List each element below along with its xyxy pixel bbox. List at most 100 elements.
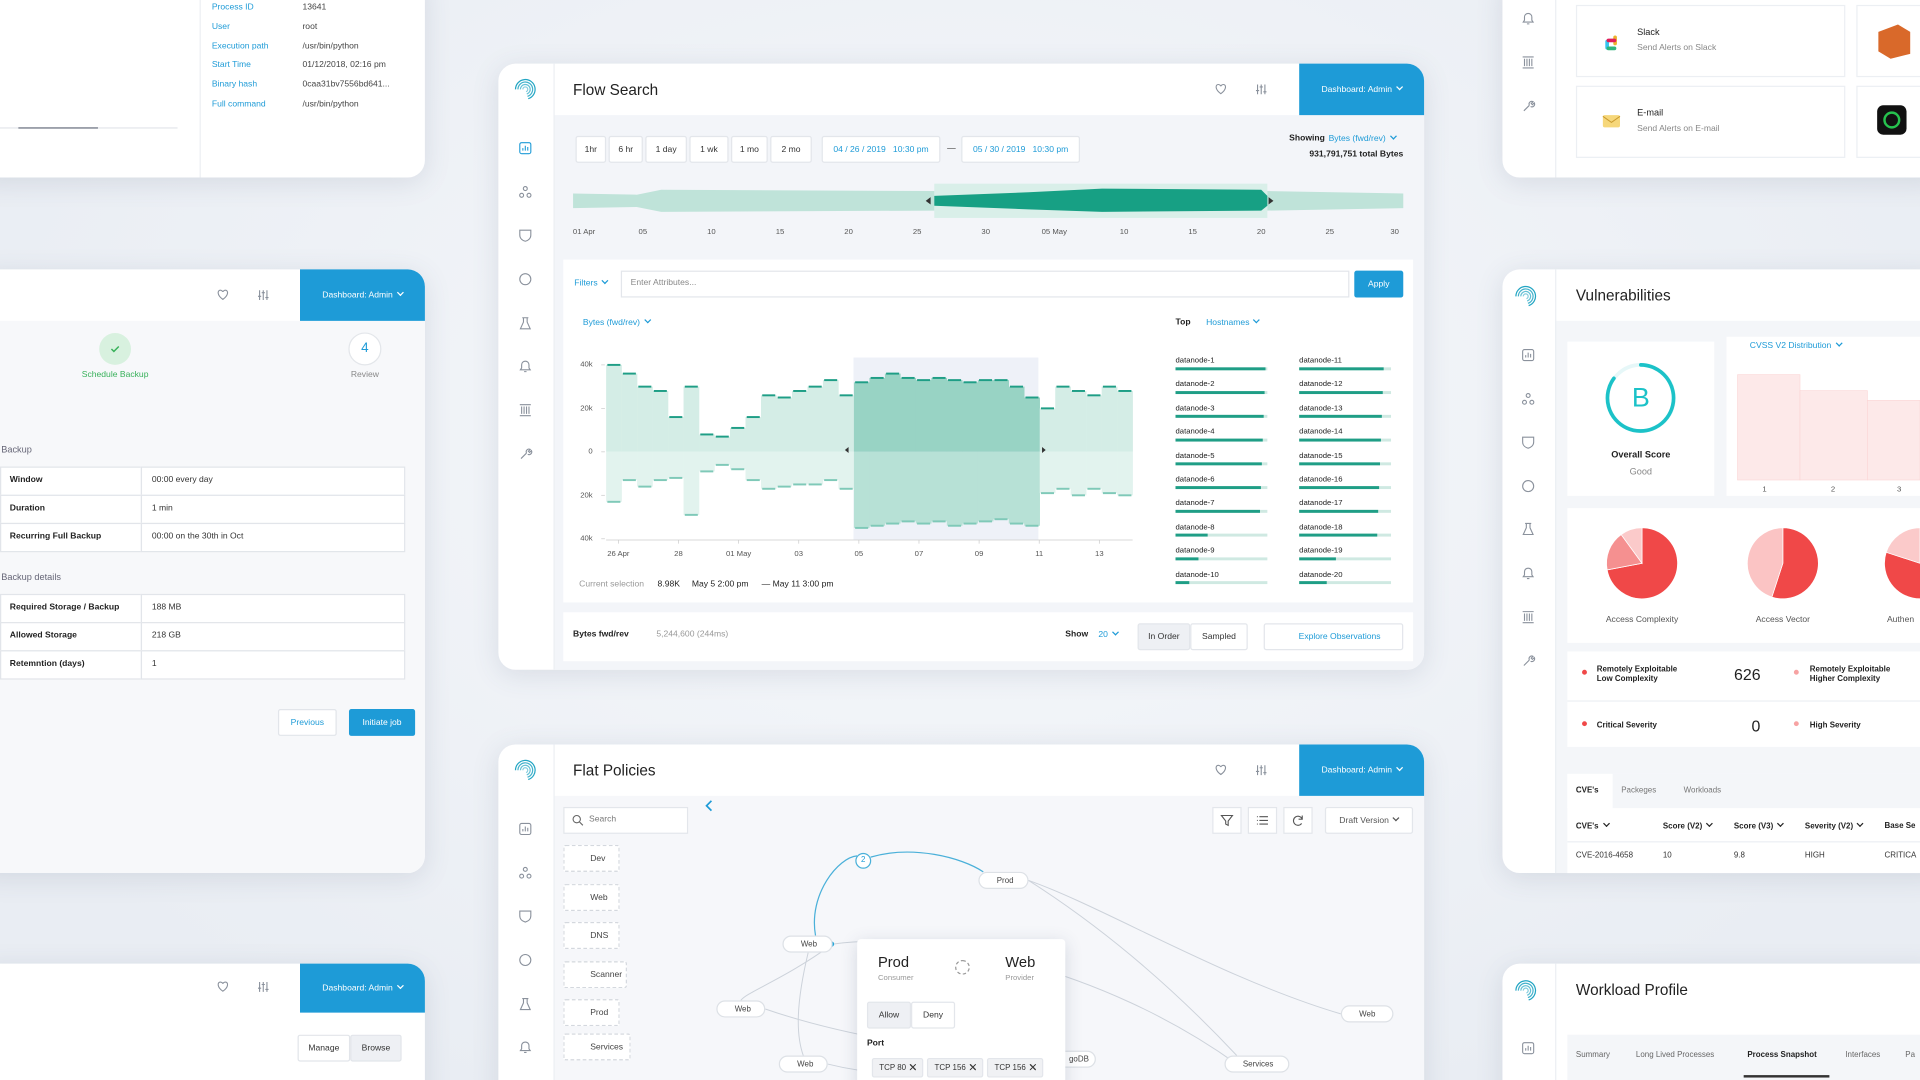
host-bar xyxy=(1175,533,1208,537)
score-label: Overall Score xyxy=(1611,448,1671,460)
severity-dot xyxy=(1793,721,1799,727)
y-tick-label: 20k xyxy=(580,403,593,413)
email-logo xyxy=(1602,115,1620,128)
icon-part xyxy=(572,814,581,824)
icon-part xyxy=(217,981,229,992)
icon-nodes xyxy=(519,186,532,198)
icon-heart xyxy=(217,981,229,992)
icon-sliders xyxy=(1255,84,1267,95)
group-chip[interactable]: Services xyxy=(563,1033,631,1061)
dashboard-button[interactable]: Dashboard: Admin xyxy=(1299,63,1425,116)
date-input[interactable]: 04 / 26 / 2019 10:30 pm xyxy=(821,135,941,163)
hostname: datanode-11 xyxy=(1299,356,1342,366)
group-chip[interactable]: Scanner xyxy=(563,961,627,989)
stats-panel xyxy=(1567,651,1920,747)
partner-logo xyxy=(1877,105,1907,135)
date-input[interactable]: 05 / 30 / 2019 10:30 pm xyxy=(961,135,1080,163)
hostname: datanode-17 xyxy=(1299,499,1343,508)
range-button[interactable]: 1 mo xyxy=(731,135,768,163)
explore-button-label: Explore Observations xyxy=(1298,632,1381,642)
divider xyxy=(1555,963,1557,1080)
port-tag[interactable]: TCP 156 xyxy=(926,1057,984,1078)
edge xyxy=(797,952,809,1056)
order-button[interactable]: Sampled xyxy=(1190,623,1248,651)
bar-fill xyxy=(791,451,808,485)
initiate-button[interactable]: Initiate job xyxy=(348,708,416,736)
graph-node-label: Web xyxy=(1359,1009,1376,1019)
alert-option xyxy=(1575,85,1846,158)
bar-fill xyxy=(962,451,979,524)
icon-part xyxy=(526,873,532,879)
divider xyxy=(1567,700,1920,702)
pie-label: Authen xyxy=(1886,615,1915,625)
apply-button[interactable]: Apply xyxy=(1354,270,1404,298)
host-bar xyxy=(1175,367,1266,371)
icon-sliders xyxy=(258,290,269,301)
range-button[interactable]: 1 day xyxy=(645,135,687,163)
icon-part xyxy=(1522,56,1534,69)
group-chip[interactable]: Prod xyxy=(563,999,620,1027)
logo-arc xyxy=(517,762,534,778)
section-title: Backup details xyxy=(1,571,61,583)
distribution-bar xyxy=(1799,390,1868,481)
pie-slice xyxy=(1620,527,1643,565)
logo-arc xyxy=(1517,982,1534,999)
field-label: Binary hash xyxy=(211,80,258,90)
tab[interactable]: Browse xyxy=(350,1034,402,1062)
logo-arc xyxy=(1522,987,1529,994)
explore-button[interactable]: Explore Observations xyxy=(1263,623,1404,651)
graph-node[interactable]: Prod xyxy=(978,871,1029,889)
dashboard-button[interactable]: Dashboard: Admin xyxy=(300,269,425,321)
timeline-label: 10 xyxy=(1119,228,1129,237)
timeline-label: 25 xyxy=(912,228,922,237)
graph-node[interactable]: Web xyxy=(716,1000,766,1018)
bar-fill xyxy=(977,451,994,522)
graph-node[interactable]: Web xyxy=(782,935,833,953)
show-label: Show xyxy=(1065,630,1089,639)
graph-node[interactable]: Services xyxy=(1224,1055,1290,1073)
icon-check xyxy=(110,346,120,353)
divider xyxy=(1567,841,1920,843)
bar-fill xyxy=(699,434,715,452)
host-bar xyxy=(1299,462,1380,466)
logo xyxy=(514,78,536,100)
page-title: Workload Profile xyxy=(1575,981,1688,999)
slack-logo-part xyxy=(1606,46,1617,51)
toolbar-button xyxy=(1212,806,1242,834)
date-input-label: 04 / 26 / 2019 10:30 pm xyxy=(833,145,929,154)
tab[interactable]: Manage xyxy=(297,1034,351,1062)
version-select[interactable]: Draft Version xyxy=(1324,806,1414,834)
group-chip[interactable]: Dev xyxy=(563,844,620,872)
port-tag[interactable]: TCP 80 xyxy=(871,1057,924,1078)
icon-part xyxy=(520,448,533,459)
icon-part xyxy=(519,822,532,836)
bar-fill xyxy=(714,451,731,465)
previous-button[interactable]: Previous xyxy=(277,708,337,736)
dashboard-button[interactable]: Dashboard: Admin xyxy=(1299,744,1425,796)
deny-button[interactable]: Deny xyxy=(911,1001,956,1029)
hostname: datanode-1 xyxy=(1175,356,1215,366)
port-tag[interactable]: TCP 156 xyxy=(986,1057,1044,1078)
icon-flask xyxy=(1522,522,1534,536)
range-button[interactable]: 1 wk xyxy=(689,135,729,163)
group-chip[interactable]: DNS xyxy=(563,922,620,949)
edge-count: 2 xyxy=(861,856,866,865)
tab-label: Manage xyxy=(308,1043,340,1053)
group-chip[interactable]: Web xyxy=(563,884,620,912)
dashboard-button[interactable]: Dashboard: Admin xyxy=(300,963,425,1013)
dashboard-button-label: Dashboard: Admin xyxy=(1321,84,1401,95)
allow-button[interactable]: Allow xyxy=(866,1001,912,1029)
icon-refresh xyxy=(1292,815,1303,826)
range-button[interactable]: 2 mo xyxy=(770,135,812,163)
bar-fill xyxy=(807,451,824,485)
tab-strip xyxy=(1612,773,1920,809)
range-button[interactable]: 1hr xyxy=(575,135,607,163)
graph-node[interactable]: Web xyxy=(778,1055,828,1073)
edge xyxy=(740,943,833,1001)
icon-part xyxy=(1215,764,1227,776)
bar-fill xyxy=(1070,451,1087,496)
consumer: Prod xyxy=(877,953,910,971)
graph-node[interactable]: Web xyxy=(1340,1005,1394,1023)
order-button[interactable]: In Order xyxy=(1137,623,1191,651)
range-button[interactable]: 6 hr xyxy=(608,135,643,163)
